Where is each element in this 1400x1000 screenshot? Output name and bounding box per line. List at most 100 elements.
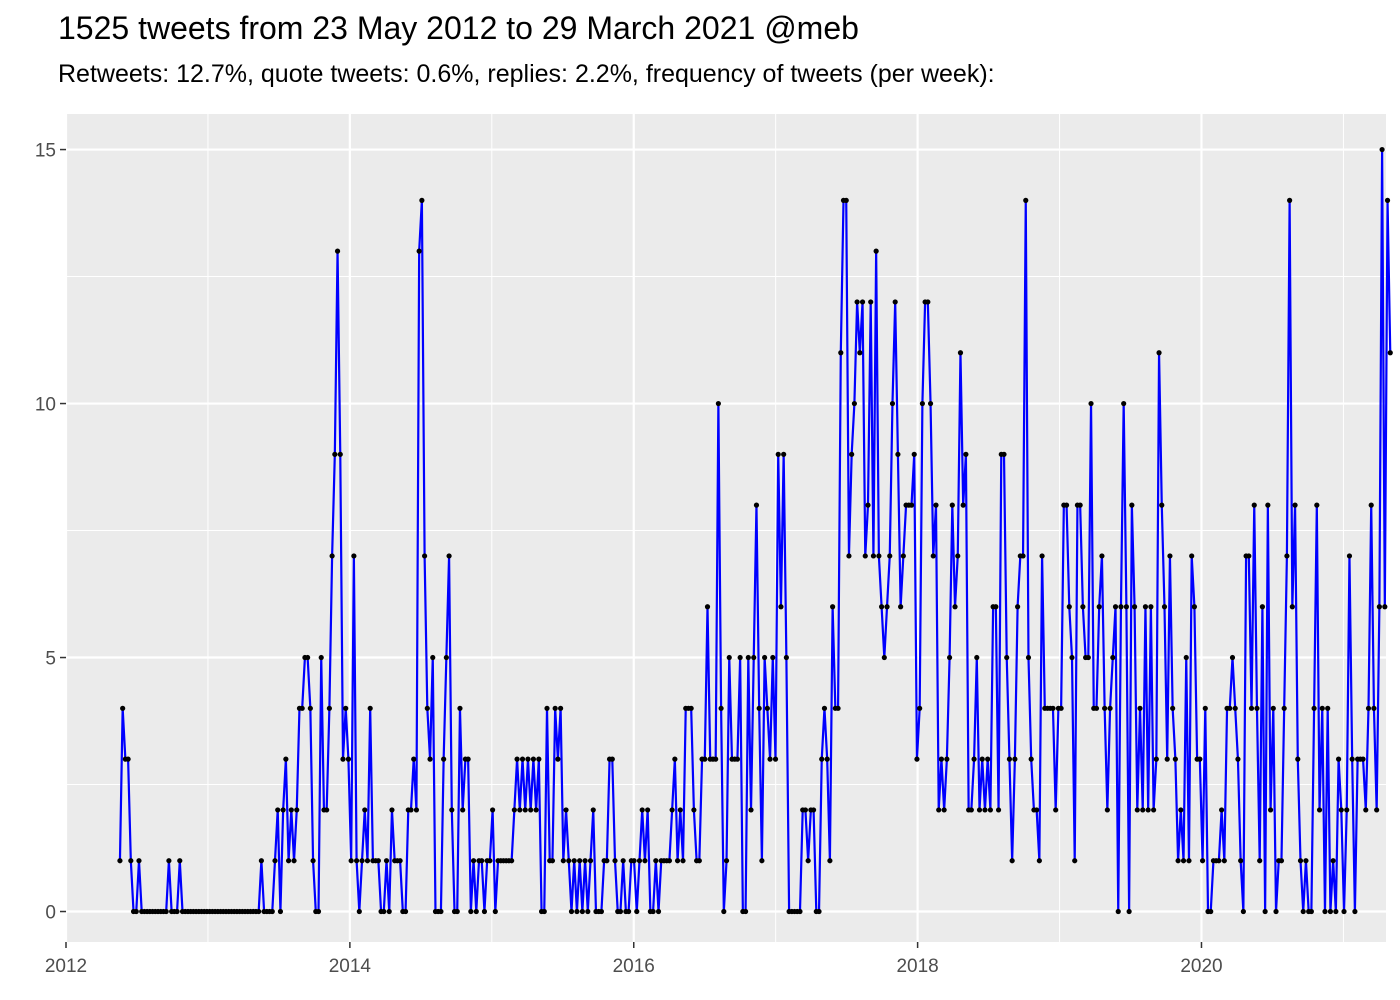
data-point (1006, 756, 1013, 762)
data-point (854, 299, 860, 305)
data-point (704, 604, 711, 610)
data-point (748, 807, 754, 813)
data-point (1229, 654, 1236, 661)
data-point (674, 858, 681, 864)
data-point (1368, 502, 1374, 508)
data-point (862, 553, 868, 559)
data-point (878, 604, 885, 610)
data-point (598, 908, 605, 915)
data-point (1379, 146, 1385, 153)
data-point (443, 654, 449, 661)
data-point (1289, 604, 1295, 610)
data-point (797, 908, 803, 915)
axes: 2012 2014 2016 2018 2020 0 5 10 15 (35, 141, 1223, 977)
data-point (1085, 654, 1091, 661)
data-point (933, 502, 939, 508)
data-point (865, 502, 871, 508)
data-point (1096, 604, 1102, 610)
data-point (1164, 756, 1170, 762)
data-point (753, 502, 760, 508)
data-point (1273, 908, 1279, 915)
data-point (277, 908, 284, 915)
data-point (1121, 400, 1127, 407)
data-point (870, 553, 877, 559)
data-point (536, 756, 542, 762)
data-point (375, 858, 381, 864)
data-point (563, 807, 569, 813)
data-point (974, 654, 980, 661)
data-point (1335, 756, 1342, 762)
data-point (957, 350, 964, 356)
x-tick-label: 2020 (1180, 956, 1222, 977)
data-point (653, 858, 659, 864)
data-point (936, 807, 942, 813)
data-point (819, 756, 825, 762)
data-point (960, 502, 966, 508)
data-point (1267, 807, 1274, 813)
data-point (971, 756, 977, 762)
data-point (917, 705, 923, 711)
data-point (566, 858, 572, 864)
data-point (163, 908, 169, 915)
data-point (389, 807, 395, 813)
data-point (413, 807, 420, 813)
data-point (1208, 908, 1214, 915)
data-point (1360, 756, 1366, 762)
data-point (767, 756, 773, 762)
data-point (946, 654, 953, 661)
data-point (723, 858, 730, 864)
data-point (285, 858, 292, 864)
data-point (343, 705, 349, 711)
data-point (332, 451, 338, 457)
data-point (1172, 756, 1178, 762)
data-point (1376, 604, 1382, 610)
data-point (340, 756, 346, 762)
data-point (1140, 807, 1146, 813)
data-point (427, 756, 433, 762)
data-point (1246, 553, 1252, 559)
data-point (895, 451, 901, 457)
data-point (985, 756, 991, 762)
data-point (783, 654, 789, 661)
data-point (642, 858, 648, 864)
data-point (1077, 502, 1083, 508)
data-point (900, 553, 906, 559)
data-point (938, 756, 945, 762)
data-point (1227, 705, 1233, 711)
data-point (272, 858, 278, 864)
data-point (258, 858, 264, 864)
data-point (1099, 553, 1105, 559)
data-point (1153, 756, 1159, 762)
data-point (177, 858, 183, 864)
data-point (481, 908, 488, 915)
data-point (590, 807, 596, 813)
data-point (1069, 654, 1075, 661)
data-point (269, 908, 275, 915)
data-point (587, 858, 594, 864)
data-point (1180, 858, 1187, 864)
data-point (424, 705, 430, 711)
data-point (1020, 553, 1026, 559)
data-point (669, 807, 675, 813)
data-point (324, 807, 330, 813)
data-point (1292, 502, 1298, 508)
data-point (1344, 807, 1350, 813)
data-point (1330, 858, 1336, 864)
data-point (291, 858, 297, 864)
x-tick-label: 2014 (329, 956, 372, 977)
data-point (509, 858, 515, 864)
data-point (1178, 807, 1184, 813)
data-point (1314, 502, 1320, 508)
data-point (1110, 654, 1116, 661)
data-point (136, 858, 142, 864)
data-point (454, 908, 460, 915)
x-tick-label: 2012 (45, 956, 87, 977)
data-point (639, 807, 645, 813)
x-tick-label: 2018 (896, 956, 938, 977)
data-point (631, 858, 637, 864)
data-point (688, 705, 694, 711)
data-point (843, 197, 849, 203)
data-point (386, 908, 392, 915)
data-point (1189, 553, 1195, 559)
